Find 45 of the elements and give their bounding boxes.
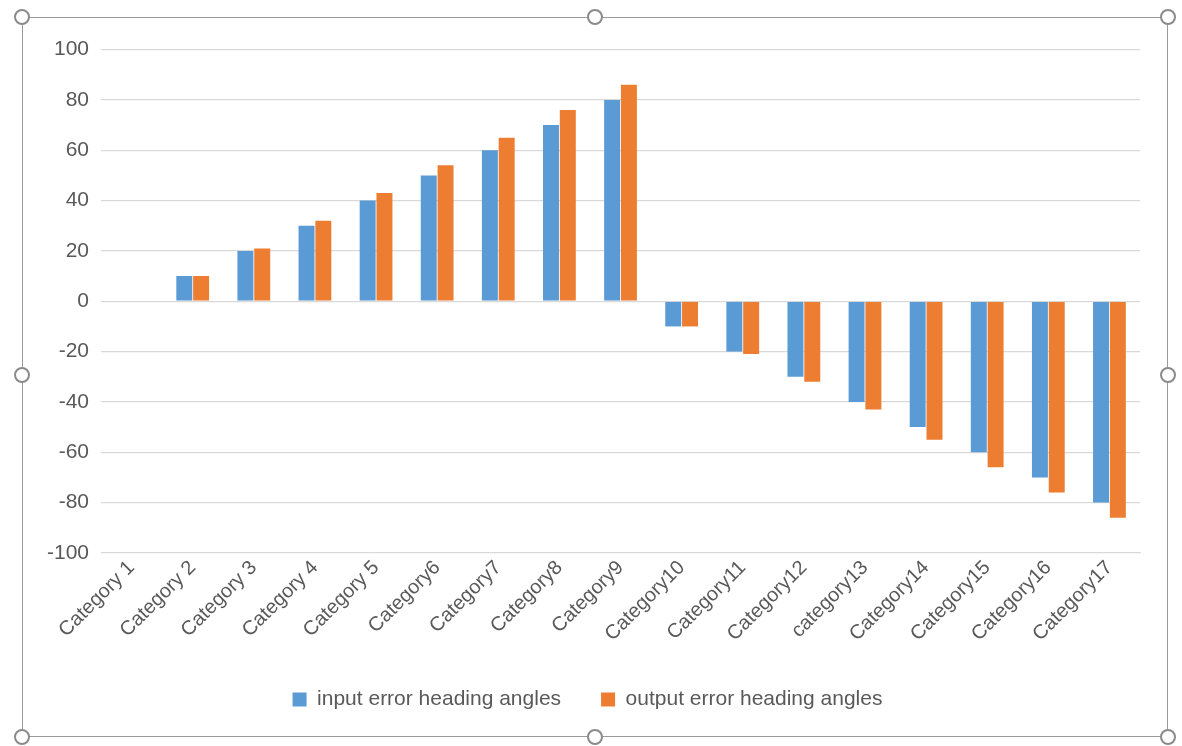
bar xyxy=(804,301,821,382)
y-tick-label: 40 xyxy=(65,187,90,211)
legend-label: output error heading angles xyxy=(625,686,883,710)
bar xyxy=(1031,301,1048,478)
y-tick-label: 60 xyxy=(65,137,90,161)
bar xyxy=(237,250,254,301)
bar xyxy=(498,137,515,301)
bar xyxy=(743,301,760,355)
bar xyxy=(970,301,987,453)
bar xyxy=(254,248,271,301)
bar xyxy=(315,220,332,301)
bar xyxy=(909,301,926,428)
bar xyxy=(1093,301,1110,503)
bar xyxy=(682,301,699,327)
y-tick-label: 20 xyxy=(65,237,90,261)
y-tick-label: 80 xyxy=(65,86,90,110)
y-tick-label: -20 xyxy=(58,338,90,362)
bar xyxy=(559,110,576,301)
y-tick-label: -40 xyxy=(58,388,90,412)
legend-label: input error heading angles xyxy=(317,686,562,710)
y-tick-label: 0 xyxy=(77,288,90,312)
bar xyxy=(604,99,621,301)
bar xyxy=(865,301,882,410)
y-tick-label: -80 xyxy=(58,489,90,513)
bar xyxy=(376,193,393,301)
bar xyxy=(926,301,943,440)
bar xyxy=(298,225,315,301)
bar xyxy=(665,301,682,327)
bar xyxy=(1048,301,1065,493)
y-tick-label: 100 xyxy=(53,36,90,60)
bar xyxy=(420,175,437,301)
bar xyxy=(787,301,804,377)
bar xyxy=(726,301,743,352)
bar xyxy=(620,84,637,301)
bar xyxy=(481,150,498,301)
y-tick-label: -60 xyxy=(58,439,90,463)
bar xyxy=(1109,301,1126,518)
bar xyxy=(543,125,559,301)
bar xyxy=(848,301,865,402)
bar xyxy=(987,301,1004,468)
bar xyxy=(437,165,454,301)
y-tick-label: -100 xyxy=(47,539,90,563)
bar xyxy=(176,276,193,301)
bar xyxy=(193,276,210,301)
bar xyxy=(359,200,376,301)
